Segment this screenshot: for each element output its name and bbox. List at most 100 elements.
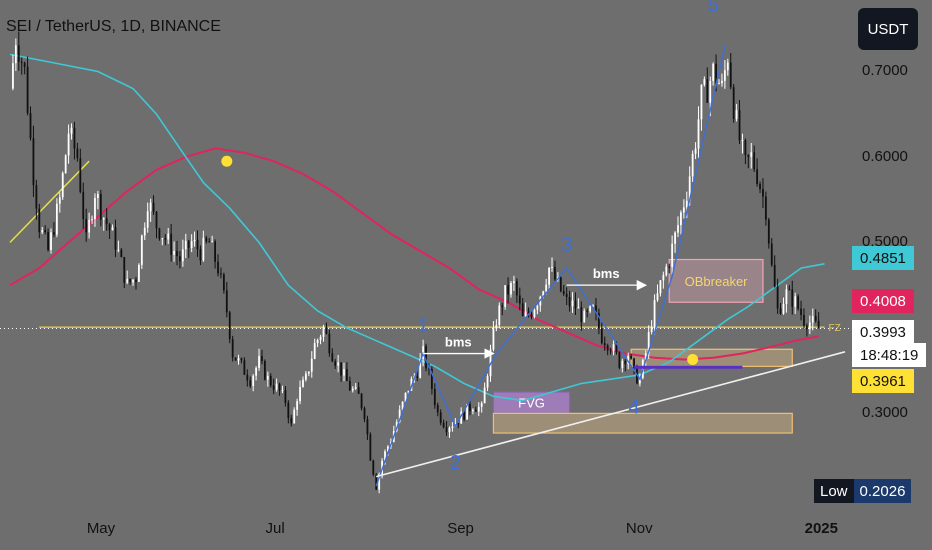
elliott-wave-path xyxy=(375,45,726,487)
last-price-badge: 0.3993 xyxy=(852,320,914,344)
candle-body xyxy=(764,196,767,220)
candle-body xyxy=(228,312,231,340)
candle-body xyxy=(404,392,407,402)
candle-body xyxy=(474,409,477,412)
candle-body xyxy=(756,169,759,184)
candle-body xyxy=(193,239,196,242)
candle-body xyxy=(305,373,307,380)
candle-body xyxy=(325,326,328,334)
candle-body xyxy=(433,388,436,405)
candle-body xyxy=(348,381,351,391)
candle-body xyxy=(302,379,304,388)
zone-obbreaker xyxy=(668,258,764,303)
candle-body xyxy=(680,212,682,226)
candle-body xyxy=(633,358,635,368)
candle-body xyxy=(70,127,73,134)
candle-body xyxy=(630,355,633,359)
candle-body xyxy=(252,375,255,387)
x-tick-label: Nov xyxy=(625,520,653,537)
candle-body xyxy=(88,219,91,233)
candle-body xyxy=(234,357,237,361)
candle-body xyxy=(726,62,729,71)
x-tick-label: May xyxy=(86,520,116,537)
candle-body xyxy=(715,63,717,84)
candle-body xyxy=(419,358,422,378)
candle-body xyxy=(597,313,600,329)
candle-body xyxy=(782,303,785,314)
candle-body xyxy=(143,227,146,236)
candle-body xyxy=(738,110,741,141)
candle-body xyxy=(161,238,164,240)
candle-body xyxy=(615,344,618,353)
candle-body xyxy=(114,227,117,250)
candle-body xyxy=(706,79,709,103)
candle-body xyxy=(603,343,606,346)
candle-body xyxy=(674,232,676,244)
candle-body xyxy=(612,344,615,352)
candle-body xyxy=(477,406,480,412)
candle-body xyxy=(102,218,105,220)
candle-body xyxy=(589,306,592,312)
candle-body xyxy=(14,45,17,64)
candle-body xyxy=(653,300,656,327)
candle-body xyxy=(55,203,58,235)
candle-body xyxy=(202,237,205,261)
candle-body xyxy=(808,322,811,330)
candle-body xyxy=(176,250,178,257)
candle-body xyxy=(568,296,571,307)
currency-button[interactable]: USDT xyxy=(858,8,918,50)
candle-body xyxy=(23,62,26,67)
candle-body xyxy=(700,84,703,120)
candle-body xyxy=(416,376,419,378)
candle-body xyxy=(430,368,433,389)
candle-body xyxy=(372,460,375,475)
candle-body xyxy=(507,285,509,295)
candle-body xyxy=(583,310,586,323)
candle-body xyxy=(776,286,779,309)
candle-body xyxy=(530,314,533,318)
candle-body xyxy=(44,230,47,233)
candle-body xyxy=(647,332,650,354)
candle-body xyxy=(146,211,149,228)
candle-body xyxy=(492,328,495,350)
candle-body xyxy=(243,360,246,375)
candle-body xyxy=(542,291,545,297)
candle-body xyxy=(199,249,202,261)
candle-body xyxy=(732,87,735,120)
candle-body xyxy=(806,325,808,330)
candle-body xyxy=(401,401,404,410)
candle-body xyxy=(105,218,108,225)
crossover-dot-2 xyxy=(687,354,699,366)
candle-body xyxy=(662,275,665,281)
candle-body xyxy=(111,227,114,231)
candle-body xyxy=(803,314,805,326)
candle-body xyxy=(334,361,337,366)
candle-body xyxy=(436,404,439,413)
wave-label-1: 1 xyxy=(418,315,429,337)
candle-body xyxy=(671,243,674,267)
wave-label-3: 3 xyxy=(561,234,572,256)
candle-body xyxy=(225,290,228,313)
candle-body xyxy=(718,83,720,85)
candle-body xyxy=(469,404,471,412)
y-tick-label: 0.6000 xyxy=(862,147,908,165)
candle-body xyxy=(580,307,583,323)
candle-body xyxy=(164,238,167,240)
candle-body xyxy=(354,387,357,389)
candle-body xyxy=(231,339,234,358)
candle-body xyxy=(753,152,756,170)
candle-body xyxy=(445,426,448,433)
candle-body xyxy=(650,326,653,333)
candle-body xyxy=(346,369,348,382)
candle-body xyxy=(170,233,173,255)
candle-body xyxy=(504,285,507,307)
candle-body xyxy=(322,326,325,337)
candle-body xyxy=(138,264,140,282)
candle-body xyxy=(196,239,199,250)
candle-body xyxy=(407,390,410,393)
candle-body xyxy=(12,63,14,89)
candle-body xyxy=(644,353,647,360)
candle-body xyxy=(220,273,222,275)
